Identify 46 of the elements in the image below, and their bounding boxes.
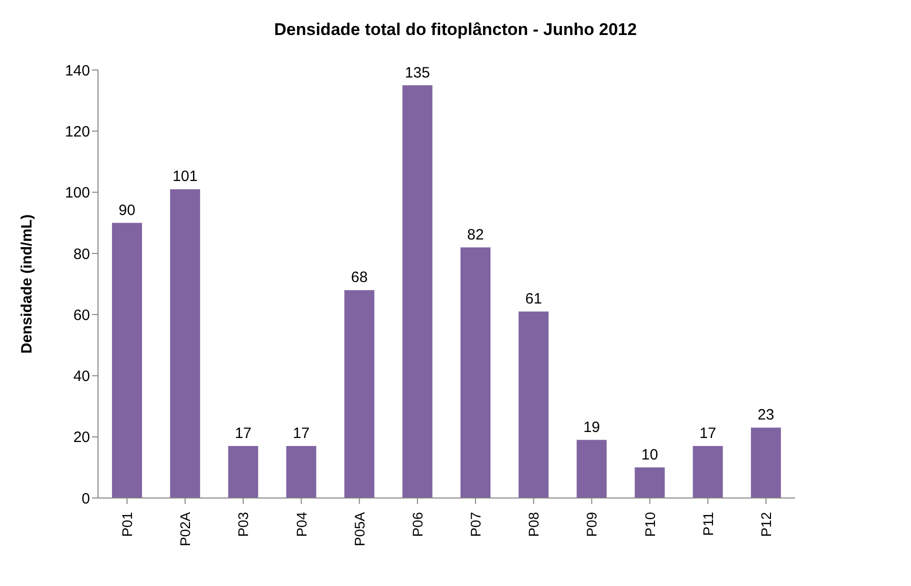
data-label: 61 bbox=[525, 290, 542, 308]
x-tick-label: P02A bbox=[177, 511, 194, 546]
y-tick-label: 0 bbox=[82, 490, 90, 508]
chart-title: Densidade total do fitoplâncton - Junho 2012 bbox=[273, 20, 638, 40]
data-label: 82 bbox=[467, 226, 484, 244]
bar bbox=[460, 247, 490, 498]
y-tick-label: 100 bbox=[64, 184, 90, 202]
y-axis-title: Densidade (ind/mL) bbox=[18, 214, 36, 354]
bar bbox=[286, 446, 316, 498]
data-label: 17 bbox=[234, 425, 252, 442]
data-label: 17 bbox=[292, 425, 310, 442]
x-tick-label: P10 bbox=[642, 512, 658, 537]
bar bbox=[228, 446, 258, 498]
data-label: 68 bbox=[350, 269, 368, 286]
x-tick-label: P09 bbox=[584, 512, 600, 537]
x-tick-label: P08 bbox=[526, 512, 542, 537]
data-label: 17 bbox=[699, 425, 716, 442]
x-tick-label: P03 bbox=[235, 512, 252, 537]
data-label: 23 bbox=[758, 406, 774, 424]
bar bbox=[576, 440, 607, 498]
x-tick-label: P11 bbox=[700, 512, 716, 536]
x-tick-label: P07 bbox=[468, 512, 484, 537]
y-tick-label: 40 bbox=[73, 368, 90, 386]
y-tick-label: 140 bbox=[64, 62, 90, 80]
y-tick-label: 120 bbox=[64, 123, 90, 140]
bar bbox=[750, 428, 781, 498]
x-tick-label: P05A bbox=[351, 511, 368, 546]
bar bbox=[344, 290, 374, 498]
y-tick-label: 80 bbox=[73, 246, 90, 263]
data-label: 101 bbox=[172, 168, 198, 186]
x-tick-label: P04 bbox=[293, 512, 310, 537]
bar bbox=[518, 312, 549, 498]
bar bbox=[112, 222, 142, 498]
y-tick-label: 20 bbox=[73, 429, 90, 446]
data-label: 135 bbox=[404, 64, 430, 82]
x-tick-label: P01 bbox=[119, 512, 136, 537]
x-tick-label: P12 bbox=[758, 512, 774, 537]
data-label: 10 bbox=[641, 446, 658, 464]
bar bbox=[692, 446, 723, 498]
bar bbox=[402, 85, 432, 498]
bar bbox=[634, 467, 665, 498]
x-tick-label: P06 bbox=[409, 512, 426, 537]
y-tick-label: 60 bbox=[73, 306, 90, 324]
data-label: 19 bbox=[583, 418, 600, 436]
bar bbox=[170, 189, 200, 498]
data-label: 90 bbox=[118, 202, 136, 219]
